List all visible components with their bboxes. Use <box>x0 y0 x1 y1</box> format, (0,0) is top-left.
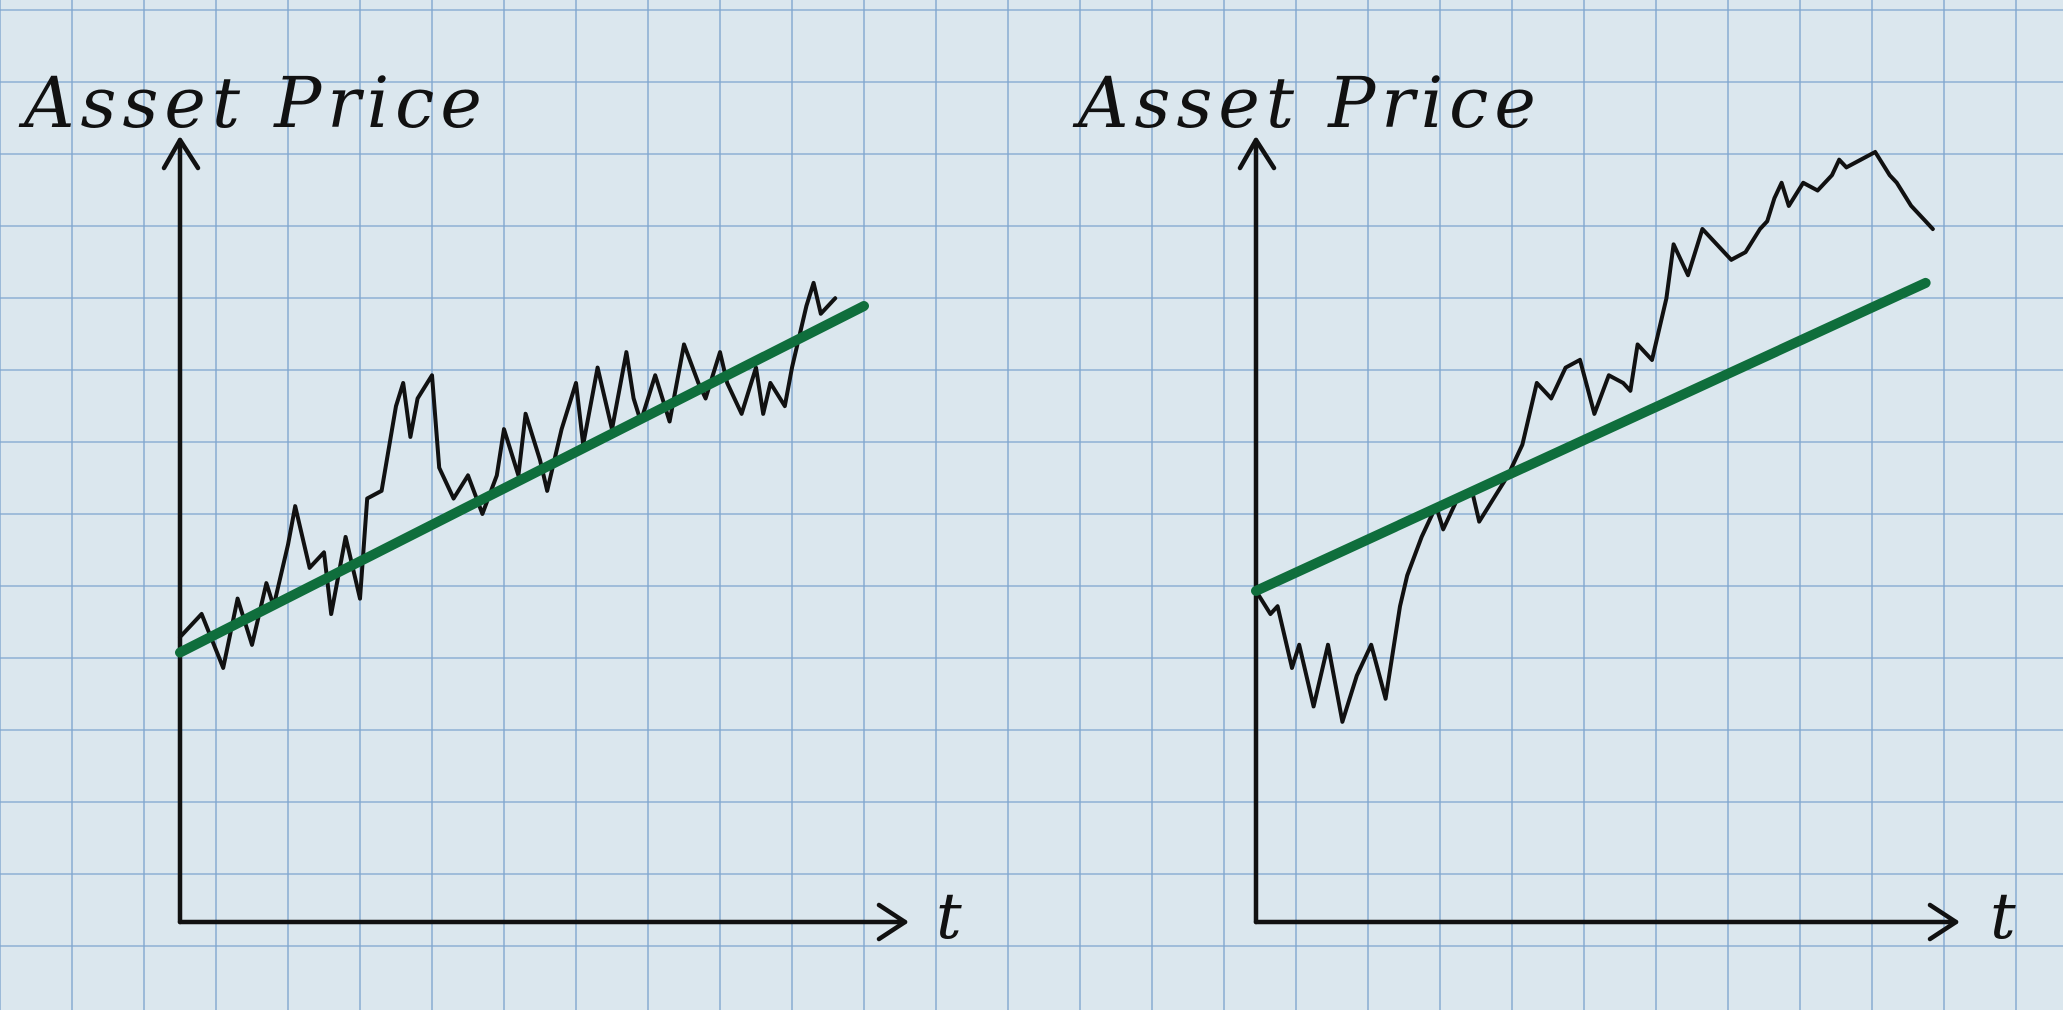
left-trend-line <box>175 301 869 658</box>
left-price-line <box>178 280 838 670</box>
right-chart-title: Asset Price <box>1078 62 1542 144</box>
left-chart-title: Asset Price <box>24 62 488 144</box>
right-trend-line <box>1251 277 1931 596</box>
right-price-line <box>1254 150 1935 724</box>
left-y-axis-arrow <box>161 137 201 171</box>
left-chart-xlabel: t <box>936 880 962 954</box>
left-x-axis-arrow <box>876 902 908 942</box>
right-y-axis-arrow <box>1237 137 1277 171</box>
right-x-axis-arrow <box>1927 902 1959 942</box>
right-chart-xlabel: t <box>1990 880 2016 954</box>
